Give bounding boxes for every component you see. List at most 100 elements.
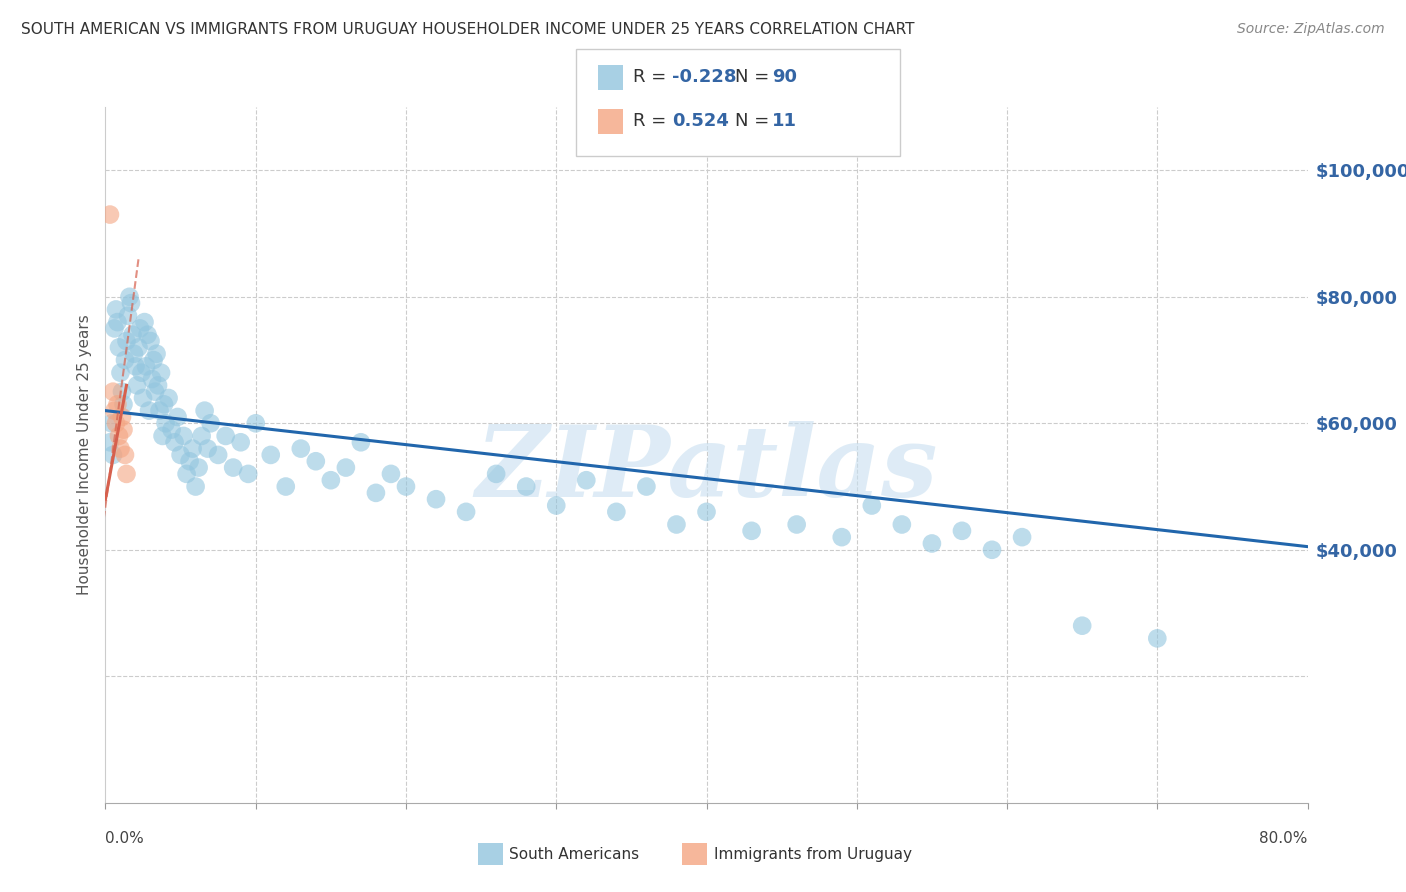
Point <box>114 448 136 462</box>
Y-axis label: Householder Income Under 25 years: Householder Income Under 25 years <box>77 315 93 595</box>
Text: Source: ZipAtlas.com: Source: ZipAtlas.com <box>1237 22 1385 37</box>
Point <box>981 542 1004 557</box>
Point <box>132 391 155 405</box>
Point <box>921 536 943 550</box>
Point <box>141 372 163 386</box>
Point <box>335 460 357 475</box>
Point <box>101 384 124 399</box>
Point <box>200 417 222 431</box>
Point <box>197 442 219 456</box>
Text: 0.0%: 0.0% <box>105 830 145 846</box>
Point <box>108 429 131 443</box>
Text: N =: N = <box>735 69 775 87</box>
Point <box>98 208 121 222</box>
Point <box>104 417 127 431</box>
Text: N =: N = <box>735 112 782 130</box>
Point <box>136 327 159 342</box>
Point <box>121 327 143 342</box>
Point <box>950 524 973 538</box>
Point <box>104 302 127 317</box>
Point <box>1011 530 1033 544</box>
Point <box>395 479 418 493</box>
Text: R =: R = <box>633 69 672 87</box>
Text: 0.524: 0.524 <box>672 112 728 130</box>
Point <box>860 499 883 513</box>
Point <box>485 467 508 481</box>
Point <box>100 417 122 431</box>
Point <box>114 353 136 368</box>
Point <box>605 505 627 519</box>
Point <box>290 442 312 456</box>
Point <box>169 448 191 462</box>
Point <box>155 417 177 431</box>
Point <box>305 454 328 468</box>
Point <box>115 334 138 348</box>
Point <box>157 391 180 405</box>
Point <box>107 397 129 411</box>
Point <box>134 315 156 329</box>
Point <box>110 442 132 456</box>
Point <box>163 435 186 450</box>
Point <box>142 353 165 368</box>
Point <box>139 334 162 348</box>
Text: 11: 11 <box>772 112 797 130</box>
Text: 80.0%: 80.0% <box>1260 830 1308 846</box>
Point <box>173 429 195 443</box>
Point <box>1146 632 1168 646</box>
Point <box>696 505 718 519</box>
Point <box>179 454 201 468</box>
Point <box>120 296 142 310</box>
Point <box>135 359 157 374</box>
Point <box>181 442 204 456</box>
Point <box>187 460 209 475</box>
Point <box>515 479 537 493</box>
Point <box>831 530 853 544</box>
Point <box>124 359 146 374</box>
Text: Immigrants from Uruguay: Immigrants from Uruguay <box>714 847 912 862</box>
Point <box>112 397 135 411</box>
Point <box>153 397 176 411</box>
Text: R =: R = <box>633 112 678 130</box>
Point <box>274 479 297 493</box>
Point <box>184 479 207 493</box>
Point <box>111 409 134 424</box>
Point <box>350 435 373 450</box>
Point <box>194 403 217 417</box>
Point <box>229 435 252 450</box>
Text: South Americans: South Americans <box>509 847 640 862</box>
Point <box>103 321 125 335</box>
Point <box>364 486 387 500</box>
Point <box>129 321 152 335</box>
Text: -0.228: -0.228 <box>672 69 737 87</box>
Point <box>110 366 132 380</box>
Text: 90: 90 <box>772 69 797 87</box>
Point <box>146 378 169 392</box>
Point <box>207 448 229 462</box>
Point <box>125 378 148 392</box>
Point <box>111 384 134 399</box>
Point <box>214 429 236 443</box>
Point <box>190 429 212 443</box>
Text: ZIPatlas: ZIPatlas <box>475 421 938 517</box>
Point <box>636 479 658 493</box>
Point <box>115 467 138 481</box>
Point <box>112 423 135 437</box>
Point <box>222 460 245 475</box>
Point <box>98 435 121 450</box>
Point <box>150 366 173 380</box>
Point <box>108 340 131 354</box>
Point <box>454 505 477 519</box>
Point <box>152 429 174 443</box>
Point <box>160 423 183 437</box>
Point <box>148 403 170 417</box>
Point <box>128 340 150 354</box>
Point <box>101 448 124 462</box>
Text: SOUTH AMERICAN VS IMMIGRANTS FROM URUGUAY HOUSEHOLDER INCOME UNDER 25 YEARS CORR: SOUTH AMERICAN VS IMMIGRANTS FROM URUGUA… <box>21 22 914 37</box>
Point <box>575 473 598 487</box>
Point <box>143 384 166 399</box>
Point <box>176 467 198 481</box>
Point <box>118 290 141 304</box>
Point <box>741 524 763 538</box>
Point <box>122 347 145 361</box>
Point <box>546 499 568 513</box>
